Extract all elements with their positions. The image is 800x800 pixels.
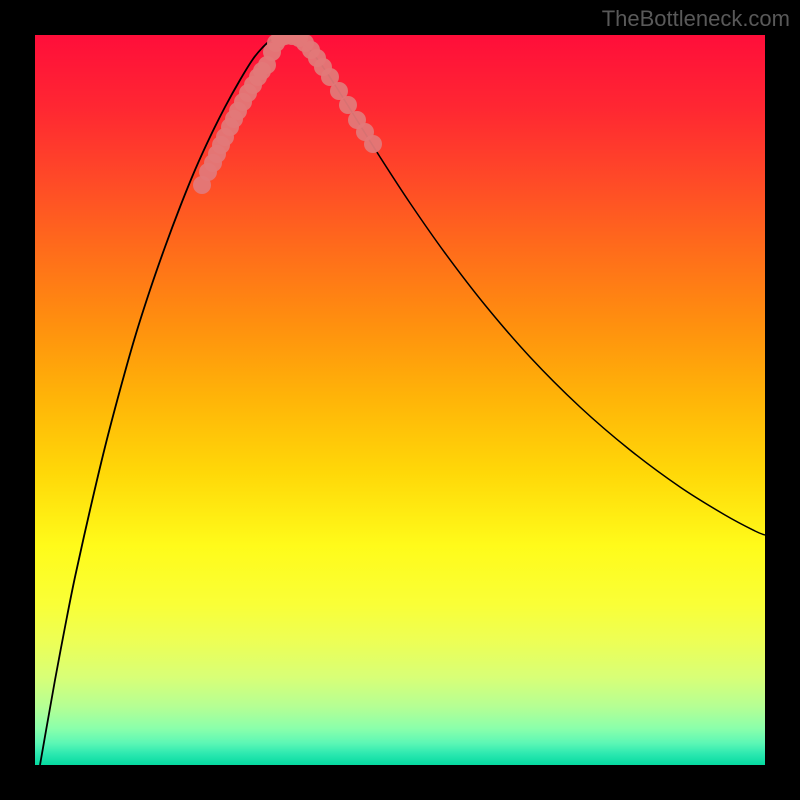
plot-area <box>35 35 765 765</box>
marker-point <box>364 135 382 153</box>
watermark: TheBottleneck.com <box>602 6 790 32</box>
left-curve <box>40 36 278 765</box>
marker-point <box>339 96 357 114</box>
curve-layer <box>35 35 765 765</box>
right-curve <box>293 36 765 535</box>
